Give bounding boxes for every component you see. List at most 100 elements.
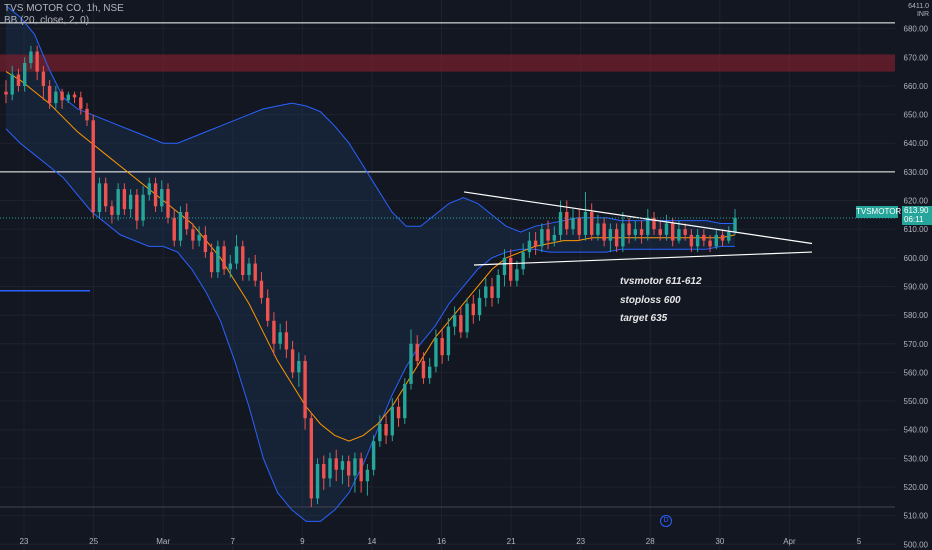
candle: [403, 378, 407, 424]
candle: [359, 452, 363, 493]
candle-body: [515, 269, 519, 281]
candle-body: [608, 229, 613, 241]
candle: [465, 297, 469, 339]
bollinger-fill-area: [6, 5, 735, 522]
price-tick-label: 660.00: [904, 82, 929, 91]
annotation-entry[interactable]: tvsmotor 611-612: [620, 276, 702, 287]
candle-body: [72, 94, 77, 98]
candle-body: [41, 71, 46, 86]
candle-body: [546, 229, 550, 241]
candle: [646, 209, 650, 241]
candle: [477, 289, 482, 321]
candle: [203, 226, 208, 258]
candle: [708, 234, 712, 253]
candle-body: [216, 246, 220, 273]
candle: [508, 249, 513, 287]
candle-body: [141, 194, 145, 221]
candle: [328, 452, 332, 487]
candle: [727, 226, 731, 244]
time-tick-label: 21: [507, 537, 516, 546]
annotation-stoploss[interactable]: stoploss 600: [620, 295, 681, 306]
candle-body: [328, 458, 332, 479]
candle-body: [228, 263, 233, 270]
candle: [4, 80, 8, 104]
triangle-upper-line[interactable]: [463, 191, 813, 245]
candle: [178, 206, 183, 247]
indicator-legend[interactable]: BB (20, close, 2, 0): [4, 15, 90, 26]
candle-body: [434, 338, 438, 367]
candle-body: [502, 257, 507, 275]
candle: [222, 240, 226, 275]
candle: [103, 177, 108, 212]
candle: [85, 103, 89, 127]
candle-body: [427, 366, 432, 379]
candle-body: [54, 91, 58, 104]
time-tick-label: 5: [857, 537, 862, 546]
candle: [390, 398, 395, 442]
candle: [290, 340, 295, 379]
price-tick-label: 560.00: [904, 368, 929, 377]
candle: [621, 211, 625, 253]
price-tick-label: 510.00: [904, 512, 929, 521]
triangle-pattern[interactable]: [463, 191, 813, 266]
candle-body: [22, 63, 27, 86]
candle-body: [297, 360, 301, 373]
candle: [160, 180, 164, 212]
candle-body: [116, 189, 120, 215]
candle: [565, 200, 569, 235]
candle-body: [403, 383, 407, 419]
candle-body: [91, 120, 95, 212]
candle: [35, 45, 39, 81]
candle-body: [658, 229, 662, 235]
last-price-label: 613.90 06:11: [902, 206, 932, 225]
bollinger-band-fill: [6, 5, 735, 522]
candle-body: [365, 469, 370, 482]
candle: [209, 243, 214, 278]
candle-body: [702, 234, 706, 241]
candle-body: [683, 229, 687, 235]
annotation-target[interactable]: target 635: [620, 313, 668, 324]
candle-body: [440, 338, 444, 356]
candle-body: [577, 217, 581, 235]
candle-body: [459, 315, 463, 333]
candle-body: [639, 229, 644, 235]
dividend-event-icon[interactable]: D: [660, 515, 672, 527]
candle: [153, 177, 158, 212]
candle: [452, 306, 457, 336]
time-tick-label: 14: [367, 537, 376, 546]
candle-body: [390, 406, 395, 436]
candle: [384, 415, 388, 445]
candle: [72, 91, 77, 104]
candle: [371, 435, 376, 476]
currency-label: 6411.0 INR: [901, 3, 929, 19]
candle-body: [465, 303, 469, 333]
candle: [490, 277, 494, 307]
price-axis[interactable]: 680.00 670.00 660.00 650.00 640.00 630.00 620.…: [904, 25, 929, 550]
candle-body: [596, 223, 600, 235]
time-tick-label: 28: [646, 537, 655, 546]
candle-body: [496, 275, 500, 298]
candle: [658, 220, 662, 241]
candle-body: [47, 85, 52, 104]
candle: [297, 352, 301, 387]
candle: [571, 209, 575, 235]
candle: [496, 269, 500, 304]
candle: [191, 223, 195, 250]
candle: [172, 209, 176, 247]
candle: [334, 449, 338, 482]
time-axis[interactable]: 23 25 Mar 7 9 14 16 21 23 28 30 Apr 5: [20, 537, 862, 546]
candle-body: [135, 194, 139, 221]
candle-body: [203, 234, 208, 253]
candle: [471, 295, 476, 324]
candle: [415, 335, 419, 367]
candle: [315, 458, 320, 505]
candle: [184, 203, 189, 235]
candle: [527, 232, 532, 258]
candle: [247, 257, 251, 281]
candle-body: [85, 108, 89, 121]
triangle-lower-line[interactable]: [473, 251, 813, 266]
candle-body: [66, 94, 71, 101]
price-tick-label: 610.00: [904, 225, 929, 234]
symbol-title[interactable]: TVS MOTOR CO, 1h, NSE: [4, 3, 124, 14]
